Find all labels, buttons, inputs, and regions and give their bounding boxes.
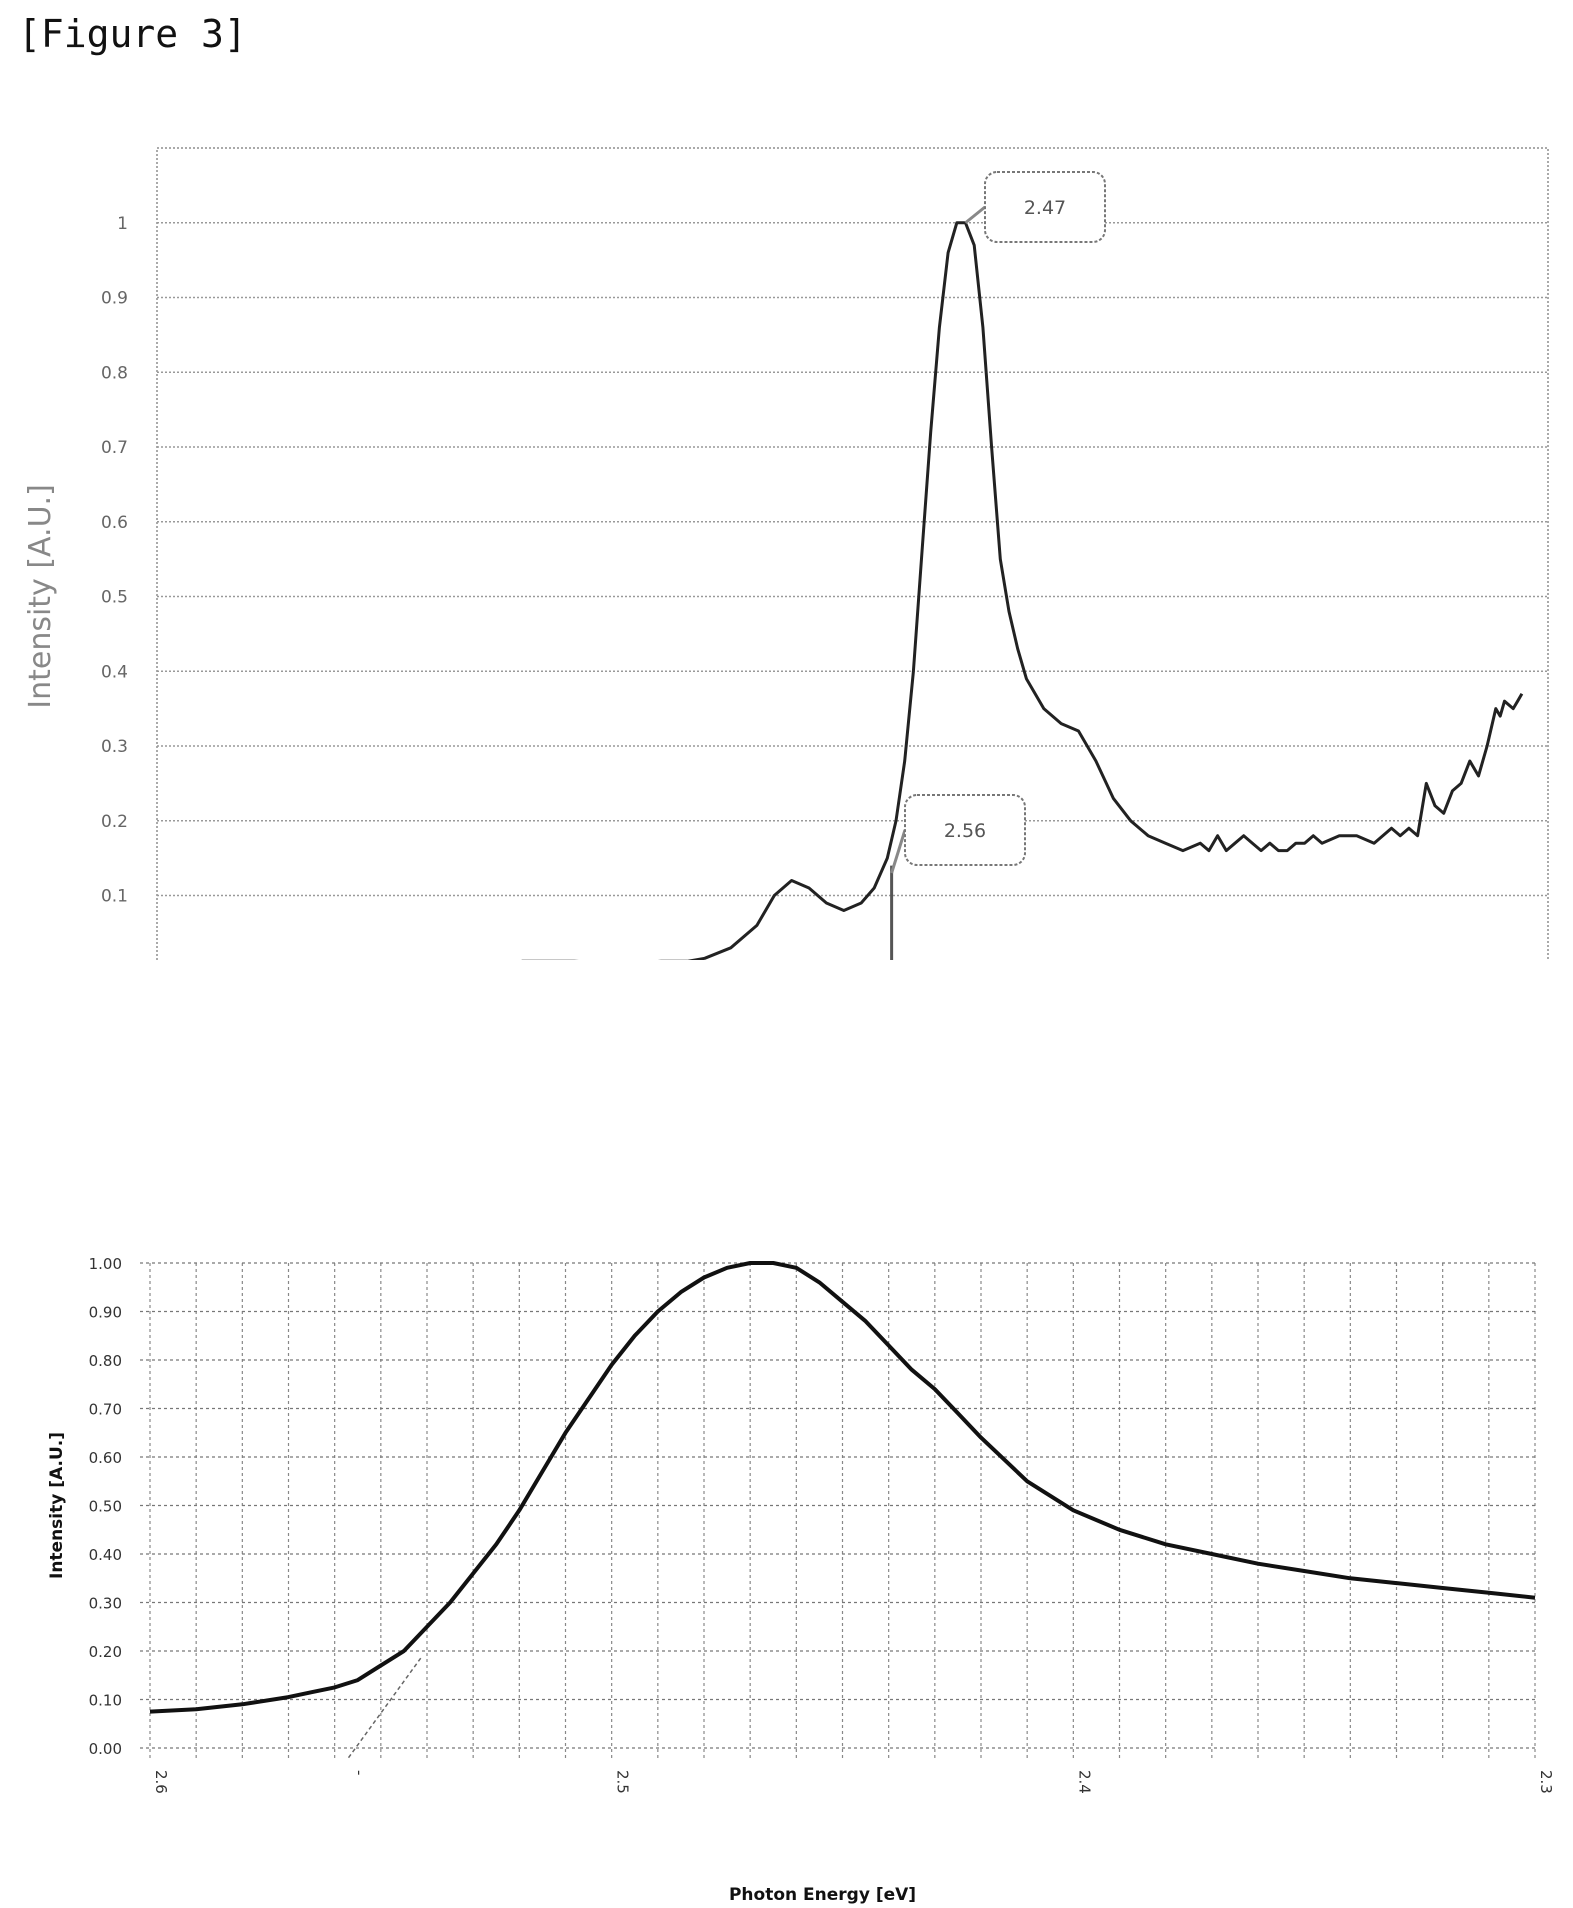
chart-2-y-tick-label: 0.40 [89,1546,122,1564]
chart-1-y-tick-label: 0.9 [101,289,128,309]
chart-1-callout-box [904,794,1026,866]
chart-2-y-tick-label: 1.00 [89,1255,122,1273]
chart-2-y-tick-label: 0.30 [89,1595,122,1613]
chart-2-y-tick-label: 0.00 [89,1740,122,1758]
figure-label: [Figure 3] [18,12,247,56]
chart-2-x-tick-label: 2.3 [1537,1770,1555,1794]
chart-1-y-tick-label: 0.7 [101,438,128,458]
chart-2-x-tick-label: 2.5 [614,1770,632,1794]
chart-2-x-tick-extra: - [351,1770,369,1775]
chart-1-y-tick-label: 0.5 [101,588,128,608]
chart-2-x-tick-label: 2.4 [1075,1770,1093,1794]
chart-2-x-tick-label: 2.6 [152,1770,170,1794]
chart-1-y-tick-label: 0.6 [101,513,128,533]
chart-2-y-tick-label: 0.60 [89,1449,122,1467]
chart-1-y-tick-label: 0.8 [101,363,128,383]
chart-2-series-line [149,1261,1536,1714]
chart-1-y-tick-label: 0.2 [101,812,128,832]
chart-2-tangent-line [347,1655,423,1759]
chart-1-series-line [520,221,1524,960]
chart-1-y-tick-label: 0.1 [101,887,128,907]
chart-1-y-tick-label: 0.4 [101,662,128,682]
chart-1-y-tick-label: 1 [117,214,128,234]
chart-1-callout-box [984,171,1106,243]
chart-1-callout-pointer [890,829,907,874]
chart-2-y-tick-label: 0.80 [89,1352,122,1370]
chart-2-y-tick-label: 0.90 [89,1304,122,1322]
chart-1-callout-label: 2.56 [944,820,986,842]
chart-1-callout-pointer [964,205,986,224]
chart-2-x-axis-label: Photon Energy [eV] [729,1885,916,1905]
chart-2-y-tick-label: 0.70 [89,1401,122,1419]
chart-2-y-axis-label: Intensity [A.U.] [47,1432,67,1579]
chart-2-y-tick-label: 0.50 [89,1498,122,1516]
chart-2-y-tick-label: 0.20 [89,1643,122,1661]
chart-1-plot: 00.10.20.30.40.50.60.70.80.913.43.232.82… [23,147,1549,960]
chart-2-y-tick-label: 0.10 [89,1692,122,1710]
chart-1-callout-label: 2.47 [1024,197,1066,219]
chart-1-y-tick-label: 0.3 [101,737,128,757]
chart-1-y-axis-label: Intensity [A.U.] [23,484,58,709]
